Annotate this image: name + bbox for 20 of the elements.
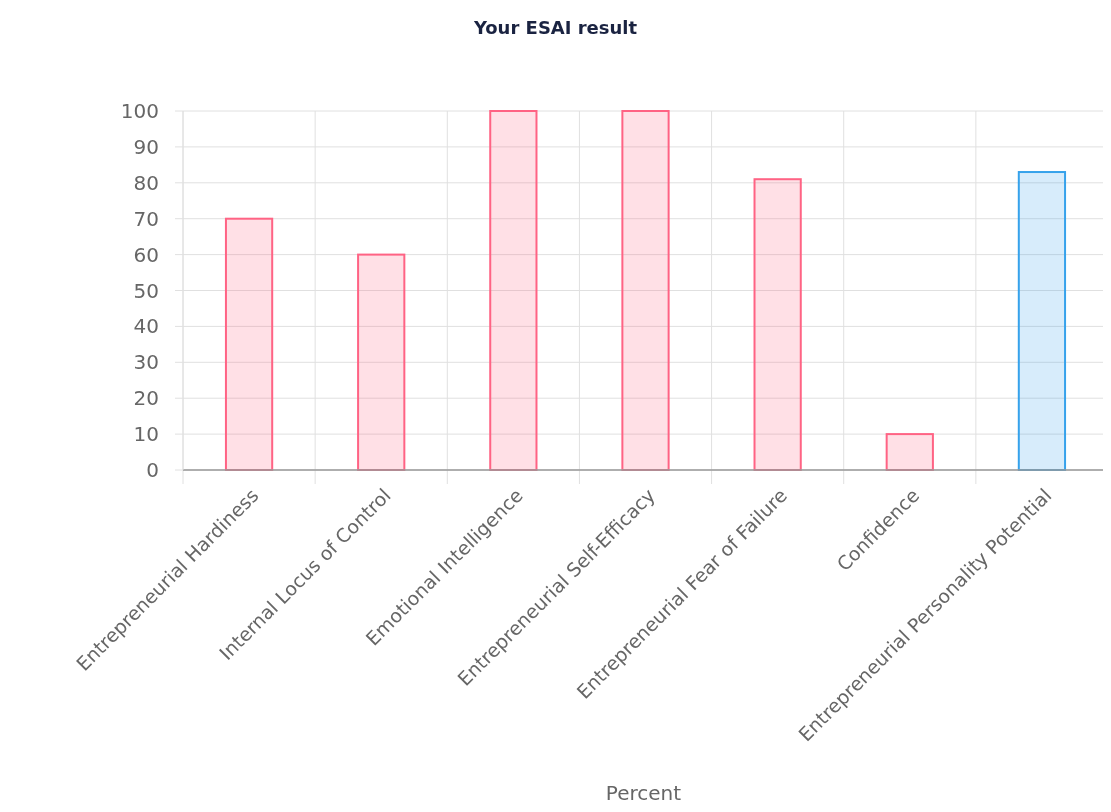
bar [357,253,406,471]
y-tick-label: 80 [133,170,159,195]
bar [621,110,670,471]
y-tick-label: 100 [120,99,159,123]
y-tick-label: 90 [133,134,159,159]
y-tick-label: 0 [146,458,159,482]
y-tick-label: 10 [133,422,159,447]
bar [224,217,274,471]
y-tick-label: 30 [133,350,159,375]
y-tick-label: 20 [133,386,159,411]
y-tick-label: 40 [133,314,159,339]
bar [753,178,802,471]
x-axis-title: Percent [605,781,682,805]
chart-title: Your ESAI result [472,17,638,38]
y-tick-label: 70 [133,206,159,231]
bar [489,110,538,471]
y-tick-label: 50 [133,278,159,303]
y-tick-label: 60 [133,242,159,267]
bar [1017,171,1067,471]
bar [885,433,934,471]
